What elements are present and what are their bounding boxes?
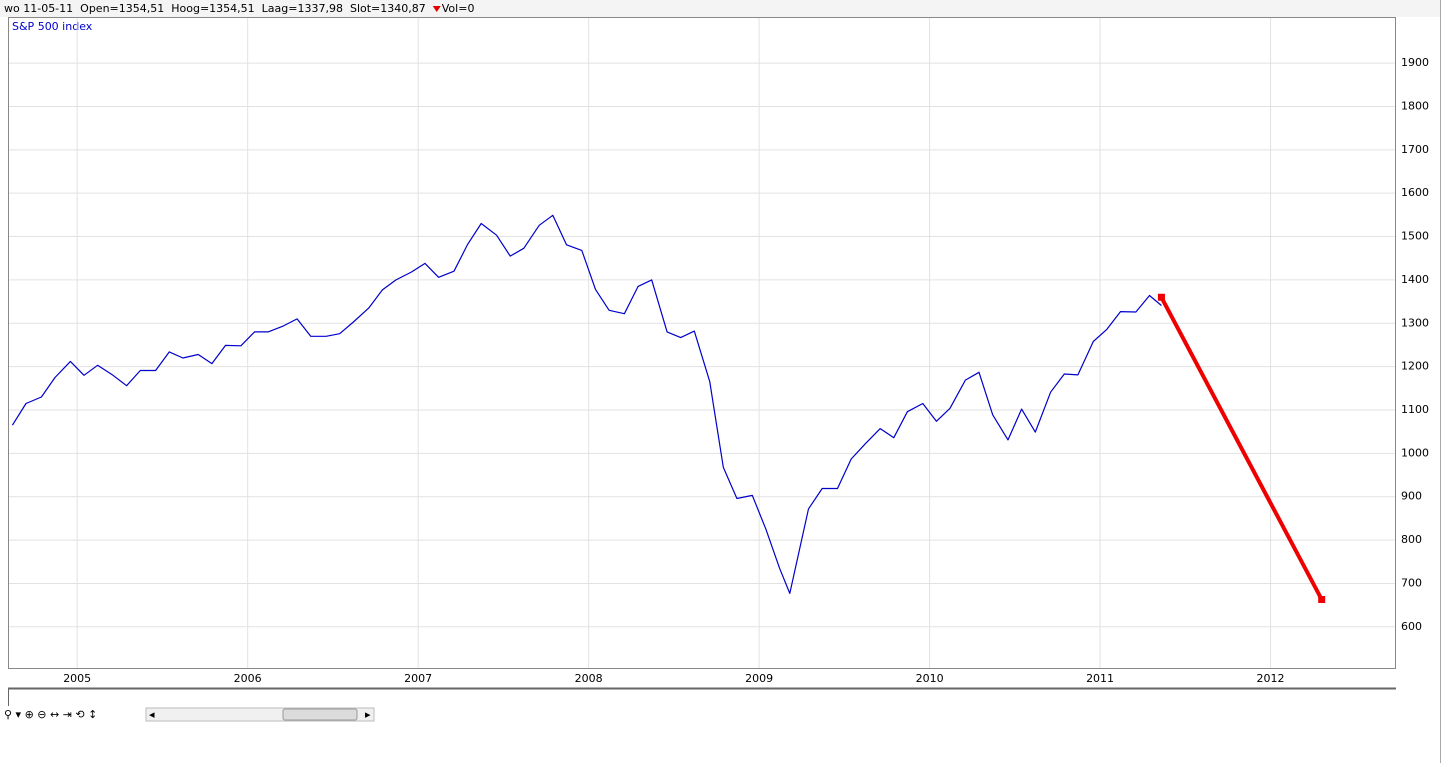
x-tick-label: 2012 <box>1257 672 1285 685</box>
series-label: S&P 500 index <box>12 20 93 33</box>
line-handle <box>1157 293 1165 301</box>
x-tick-label: 2011 <box>1086 672 1114 685</box>
toolbar: ⚲ ▾ ⊕ ⊖ ↔ ⇥ ⟲ ↕ ◂ ▸ <box>4 707 375 722</box>
scroll-right[interactable]: ▸ <box>365 708 371 721</box>
y-tick-label: 600 <box>1401 620 1422 633</box>
y-tick-label: 1700 <box>1401 143 1429 156</box>
header-volume: Vol=0 <box>442 2 475 15</box>
series-line <box>1159 296 1324 601</box>
header-item: Laag=1337,98 <box>262 2 343 15</box>
down-arrow-icon <box>432 6 441 12</box>
y-tick-label: 1200 <box>1401 360 1429 373</box>
header-item: wo 11-05-11 <box>4 2 73 15</box>
scroll-thumb[interactable] <box>282 708 358 721</box>
x-tick-label: 2005 <box>63 672 91 685</box>
y-tick-label: 1000 <box>1401 446 1429 459</box>
y-tick-label: 1100 <box>1401 403 1429 416</box>
x-tick-label: 2009 <box>745 672 773 685</box>
zoom-icon[interactable]: ⚲ ▾ ⊕ ⊖ ↔ ⇥ ⟲ ↕ <box>4 708 97 721</box>
x-tick-label: 2006 <box>234 672 262 685</box>
line-handle <box>1318 595 1326 603</box>
header-item: Slot=1340,87 <box>350 2 426 15</box>
y-tick-label: 800 <box>1401 533 1422 546</box>
header: wo 11-05-11 Open=1354,51 Hoog=1354,51 Laag=… <box>4 2 474 15</box>
y-tick-label: 1400 <box>1401 273 1429 286</box>
header-item: Hoog=1354,51 <box>171 2 254 15</box>
x-tick-label: 2007 <box>404 672 432 685</box>
y-tick-label: 1300 <box>1401 316 1429 329</box>
y-tick-label: 1800 <box>1401 99 1429 112</box>
y-tick-label: 700 <box>1401 576 1422 589</box>
plot-frame <box>8 17 1396 669</box>
info-bar <box>0 0 1440 17</box>
y-tick-label: 1900 <box>1401 56 1429 69</box>
y-tick-label: 900 <box>1401 490 1422 503</box>
y-tick-label: 1600 <box>1401 186 1429 199</box>
header-item: Open=1354,51 <box>80 2 164 15</box>
series-line <box>11 214 1162 594</box>
y-tick-label: 1500 <box>1401 230 1429 243</box>
x-tick-label: 2010 <box>916 672 944 685</box>
x-tick-label: 2008 <box>575 672 603 685</box>
scroll-left[interactable]: ◂ <box>149 708 155 721</box>
